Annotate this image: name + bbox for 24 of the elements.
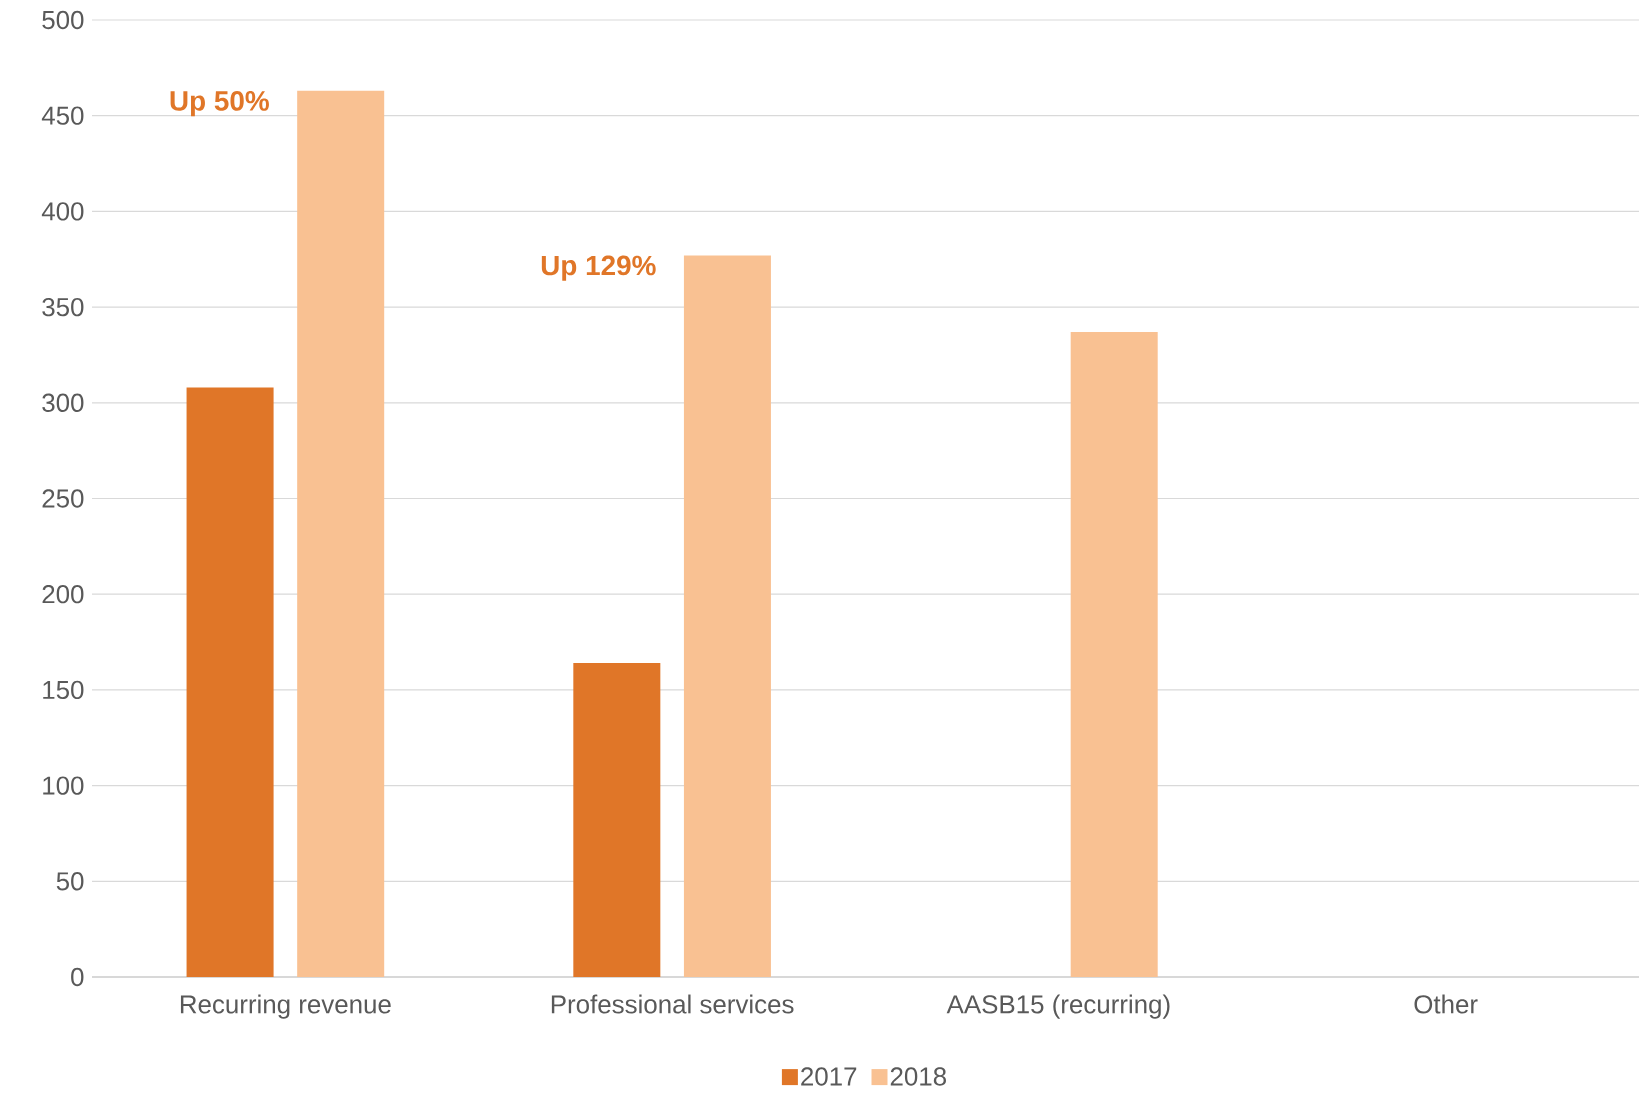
y-tick-label: 150 [43, 680, 84, 700]
y-tick-label: 400 [41, 202, 84, 221]
bar [683, 255, 771, 977]
y-tick-label: 250 [42, 489, 84, 508]
legend-label: 2018 [890, 1067, 946, 1086]
y-tick-label: 0 [71, 967, 84, 987]
x-tick-label: AASB15 (recurring) [946, 994, 1170, 1019]
y-tick-label: 100 [43, 776, 84, 795]
x-tick-label: Other [1414, 994, 1478, 1014]
bar [297, 90, 385, 977]
legend-label: 2017 [801, 1067, 857, 1086]
y-tick-label: 50 [56, 872, 84, 891]
bar [186, 387, 274, 977]
x-tick-label: Professional services [551, 994, 794, 1014]
y-tick-label: 300 [42, 393, 84, 412]
y-tick-label: 500 [42, 10, 84, 30]
y-tick-label: 450 [41, 106, 84, 125]
annotation: Up 129% [541, 255, 656, 281]
bar [1070, 331, 1158, 977]
annotation: Up 50% [170, 91, 269, 117]
bar [573, 663, 661, 977]
y-tick-label: 350 [42, 297, 84, 317]
x-tick-label: Recurring revenue [180, 994, 391, 1019]
y-tick-label: 200 [42, 585, 84, 604]
